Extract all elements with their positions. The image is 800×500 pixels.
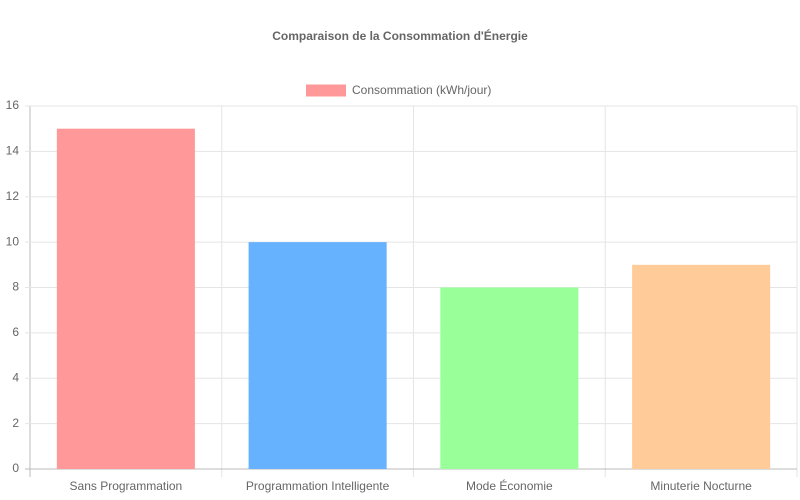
y-tick-label: 6 [12,325,19,339]
bar [440,287,579,469]
x-tick-label: Mode Économie [466,478,553,493]
y-tick-label: 16 [6,98,20,112]
bar [632,264,771,469]
bar [56,128,195,469]
y-tick-label: 0 [12,461,19,475]
y-tick-label: 10 [6,234,20,248]
y-tick-label: 8 [12,280,19,294]
x-tick-label: Minuterie Nocturne [650,479,752,493]
bar [248,242,387,469]
y-tick-label: 14 [6,144,20,158]
x-tick-label: Sans Programmation [70,479,183,493]
legend-label: Consommation (kWh/jour) [352,83,491,97]
y-tick-label: 2 [12,416,19,430]
y-tick-label: 12 [6,189,20,203]
chart-title: Comparaison de la Consommation d'Énergie [272,28,528,43]
y-tick-label: 4 [12,370,19,384]
legend-swatch [306,84,346,97]
x-tick-label: Programmation Intelligente [246,479,390,493]
